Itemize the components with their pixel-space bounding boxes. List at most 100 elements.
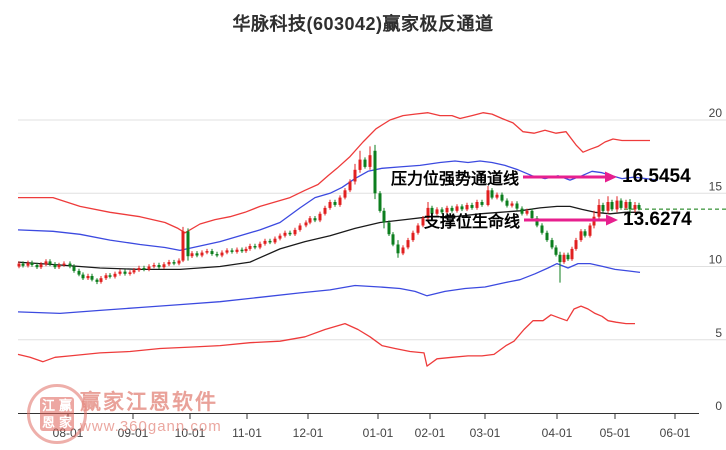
candle-body bbox=[396, 244, 400, 254]
candle-body bbox=[318, 213, 322, 221]
candle-body bbox=[200, 252, 204, 256]
candle-body bbox=[288, 232, 292, 235]
candle-body bbox=[510, 203, 514, 206]
candle-body bbox=[633, 205, 637, 210]
candle-body bbox=[637, 205, 641, 209]
candle-body bbox=[190, 253, 194, 257]
candle-body bbox=[588, 225, 592, 236]
x-axis-label: 02-01 bbox=[415, 426, 446, 440]
candle-body bbox=[225, 250, 229, 253]
candle-body bbox=[162, 264, 166, 268]
candle-body bbox=[382, 210, 386, 223]
x-axis-label: 09-01 bbox=[118, 426, 149, 440]
candle-body bbox=[378, 193, 382, 211]
y-axis-label: 10 bbox=[709, 253, 723, 267]
x-axis-label: 05-01 bbox=[600, 426, 631, 440]
candle-body bbox=[570, 248, 574, 260]
candle-body bbox=[17, 263, 21, 267]
candle-body bbox=[215, 254, 219, 256]
candle-body bbox=[39, 264, 43, 268]
candle-body bbox=[86, 276, 90, 279]
candle-body bbox=[435, 209, 439, 214]
candle-body bbox=[304, 222, 308, 226]
x-axis-label: 04-01 bbox=[542, 426, 573, 440]
candle-body bbox=[421, 218, 425, 226]
support-annotation: 支撑位生命线 13.6274 bbox=[424, 208, 692, 232]
candle-body bbox=[450, 207, 454, 211]
candle-body bbox=[391, 234, 395, 245]
candle-body bbox=[505, 200, 509, 206]
candle-body bbox=[273, 238, 277, 243]
candle-body bbox=[26, 262, 30, 266]
candle-body bbox=[220, 252, 224, 256]
candle-body bbox=[205, 251, 209, 253]
candle-body bbox=[500, 194, 504, 201]
candle-body bbox=[172, 262, 176, 264]
candle-body bbox=[195, 253, 199, 256]
candle-body bbox=[313, 218, 317, 221]
candle-body bbox=[411, 232, 415, 241]
support-value: 13.6274 bbox=[623, 209, 692, 230]
candle-body bbox=[123, 271, 127, 274]
candle-body bbox=[619, 200, 623, 208]
candle-body bbox=[240, 249, 244, 252]
candle-body bbox=[373, 150, 377, 194]
candle-body bbox=[90, 276, 94, 280]
support-label: 支撑位生命线 bbox=[424, 214, 521, 231]
candle-body bbox=[253, 246, 257, 248]
candle-body bbox=[343, 190, 347, 198]
candle-body bbox=[333, 202, 337, 205]
candle-body bbox=[445, 207, 449, 213]
resistance-value: 16.5454 bbox=[622, 166, 691, 187]
candle-body bbox=[230, 250, 234, 252]
candle-body bbox=[128, 272, 132, 274]
candle-body bbox=[597, 205, 601, 217]
candle-body bbox=[48, 261, 52, 265]
candle-body bbox=[258, 243, 262, 248]
candle-body bbox=[430, 207, 434, 214]
candle-body bbox=[44, 261, 48, 265]
resistance-label: 压力位强势通道线 bbox=[391, 171, 520, 188]
candle-body bbox=[298, 225, 302, 230]
candle-body bbox=[387, 222, 391, 235]
watermark-brand-text: 赢家江恩软件 bbox=[80, 391, 218, 414]
candle-body bbox=[606, 202, 610, 211]
candle-body bbox=[545, 232, 549, 241]
candle-body bbox=[416, 225, 420, 233]
candle-body bbox=[323, 207, 327, 214]
seal-char: 家 bbox=[58, 415, 72, 430]
candle-body bbox=[152, 265, 156, 267]
candle-body bbox=[470, 205, 474, 208]
watermark-url-text: www.360gann.com bbox=[80, 418, 222, 435]
seal-char: 赢 bbox=[58, 398, 72, 413]
candle-body bbox=[99, 278, 103, 282]
x-axis-label: 03-01 bbox=[470, 426, 501, 440]
candle-body bbox=[525, 210, 529, 214]
y-axis-label: 5 bbox=[715, 326, 722, 340]
candle-body bbox=[210, 251, 214, 254]
candle-body bbox=[186, 231, 190, 257]
candle-body bbox=[579, 231, 583, 241]
seal-characters: 江 赢 恩 家 bbox=[40, 397, 74, 431]
candle-body bbox=[235, 249, 239, 252]
candle-body bbox=[480, 202, 484, 205]
candle-body bbox=[283, 232, 287, 236]
candle-body bbox=[328, 202, 332, 208]
candle-body bbox=[530, 210, 534, 219]
candle-body bbox=[181, 231, 185, 261]
candle-body bbox=[486, 190, 490, 205]
candle-body bbox=[562, 254, 566, 263]
candle-body bbox=[95, 279, 99, 282]
candle-body bbox=[30, 262, 34, 265]
candle-body bbox=[353, 169, 357, 182]
candle-body bbox=[465, 205, 469, 210]
candle-body bbox=[368, 155, 372, 167]
candle-body bbox=[118, 271, 122, 274]
candle-body bbox=[554, 247, 558, 255]
candle-body bbox=[426, 207, 430, 219]
candle-body bbox=[21, 263, 25, 266]
candle-body bbox=[455, 206, 459, 211]
resistance-annotation: 压力位强势通道线 16.5454 bbox=[391, 165, 691, 189]
y-axis-label: 15 bbox=[709, 179, 723, 193]
candle-body bbox=[53, 264, 57, 268]
